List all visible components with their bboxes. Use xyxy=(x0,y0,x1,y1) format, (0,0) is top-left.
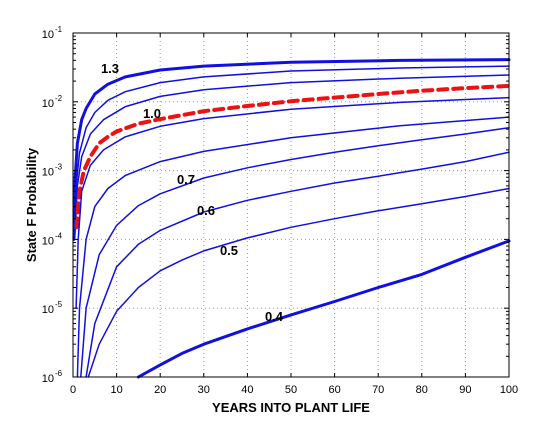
x-tick-label: 90 xyxy=(459,384,471,396)
x-axis-label: YEARS INTO PLANT LIFE xyxy=(212,400,370,415)
x-tick-label: 20 xyxy=(154,384,166,396)
curve-label-layer: 1.3 1.0 0.7 0.6 0.5 0.4 xyxy=(101,61,284,324)
x-tick-label: 40 xyxy=(241,384,253,396)
y-tick-label: 10 xyxy=(42,167,54,179)
curve-label-0-7: 0.7 xyxy=(177,172,195,187)
y-tick-label: 10 xyxy=(42,235,54,247)
x-tick-label: 80 xyxy=(416,384,428,396)
x-tick-label: 100 xyxy=(500,384,518,396)
y-tick-exponent: -6 xyxy=(55,369,63,378)
y-tick-label: 10 xyxy=(42,98,54,110)
curve-label-0-5: 0.5 xyxy=(220,243,238,258)
series-curve-3 xyxy=(74,83,511,230)
curve-label-0-4: 0.4 xyxy=(265,309,284,324)
curve-label-0-6: 0.6 xyxy=(197,203,215,218)
series-curve-5 xyxy=(76,116,510,378)
x-tick-label: 30 xyxy=(198,384,210,396)
curve-label-1-3: 1.3 xyxy=(101,61,119,76)
x-tick-label: 70 xyxy=(372,384,384,396)
series-curve-7 xyxy=(85,151,510,378)
y-tick-exponent: -5 xyxy=(55,300,63,309)
series-curve-9 xyxy=(136,239,511,379)
series-curve-1 xyxy=(73,65,510,241)
curve-label-1-0: 1.0 xyxy=(143,106,161,121)
series-layer xyxy=(72,58,511,379)
x-tick-label: 60 xyxy=(328,384,340,396)
series-curve-8 xyxy=(87,187,510,378)
series-curve-4 xyxy=(75,96,510,309)
x-tick-label: 50 xyxy=(285,384,297,396)
y-tick-exponent: -2 xyxy=(55,94,63,103)
y-axis-label: State F Probability xyxy=(24,147,39,262)
series-curve-2 xyxy=(73,74,510,241)
y-tick-exponent: -4 xyxy=(55,231,63,240)
y-tick-label: 10 xyxy=(42,29,54,41)
y-tick-label: 10 xyxy=(42,373,54,385)
y-tick-label: 10 xyxy=(42,304,54,316)
series-curve-0 xyxy=(72,58,511,241)
x-tick-label: 0 xyxy=(70,384,76,396)
series-curve-6 xyxy=(80,126,510,378)
y-tick-exponent: -3 xyxy=(55,163,63,172)
x-tick-label: 10 xyxy=(110,384,122,396)
y-tick-exponent: -1 xyxy=(55,25,63,34)
tick-layer: 0 10 20 30 40 50 60 70 80 90 10010-610-510-410-310… xyxy=(42,25,518,396)
